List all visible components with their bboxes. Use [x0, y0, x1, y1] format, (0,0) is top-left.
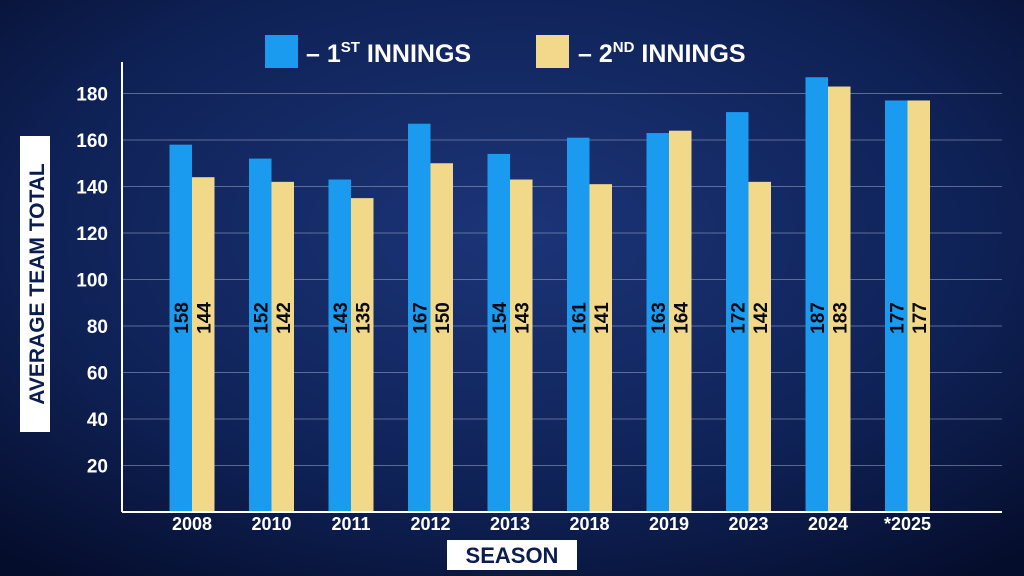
data-label: 143 [331, 302, 352, 334]
bar-second-innings [192, 177, 215, 512]
x-tick-label: 2008 [172, 514, 212, 534]
bar-second-innings [271, 181, 294, 512]
y-axis-title: AVERAGE TEAM TOTAL [26, 163, 49, 405]
y-tick-label: 20 [87, 457, 108, 478]
x-tick-label: 2024 [808, 514, 848, 534]
data-label: 167 [410, 302, 431, 334]
data-label: 143 [512, 302, 533, 334]
bar-second-innings [828, 86, 851, 513]
x-tick-label: 2019 [649, 514, 689, 534]
y-tick-label: 160 [76, 131, 108, 152]
bar-first-innings [726, 112, 749, 512]
bar-second-innings [907, 100, 930, 512]
legend: – 1ST INNINGS – 2ND INNINGS [265, 35, 746, 68]
data-label: 164 [671, 302, 692, 334]
data-label: 177 [910, 302, 931, 334]
bars [169, 77, 930, 513]
bar-first-innings [169, 144, 192, 512]
bar-first-innings [805, 77, 828, 512]
bar-first-innings [567, 137, 590, 513]
x-axis-title-box [447, 540, 577, 570]
bar-second-innings [669, 130, 692, 512]
bar-first-innings [646, 133, 669, 512]
bar-second-innings [510, 179, 533, 512]
bar-first-innings [885, 100, 908, 512]
legend-swatch [265, 35, 298, 68]
data-label: 142 [274, 302, 295, 334]
axes: 20 40 60 80 100 120 140 160 180 2008 2010 2011 2012 2… [20, 62, 1002, 570]
data-labels: 158 144 152 142 143 135 167 150 154 143 161 141 163 1… [172, 302, 931, 334]
bar-second-innings [430, 163, 453, 512]
bar-second-innings [748, 181, 771, 512]
bar-second-innings [589, 184, 612, 513]
bar-first-innings [408, 123, 431, 512]
data-label: 152 [251, 302, 272, 334]
data-label: 135 [353, 302, 374, 334]
data-label: 158 [172, 302, 193, 334]
y-tick-label: 40 [87, 410, 108, 431]
data-label: 172 [728, 302, 749, 334]
bar-first-innings [249, 158, 272, 512]
x-tick-label: 2011 [331, 514, 370, 534]
bar-first-innings [328, 179, 351, 512]
y-tick-label: 140 [76, 178, 108, 199]
data-label: 154 [490, 302, 511, 334]
legend-swatch [536, 35, 569, 68]
data-label: 150 [433, 302, 454, 334]
data-label: 161 [569, 302, 590, 334]
x-axis-title: SEASON [466, 543, 559, 568]
y-tick-label: 120 [76, 224, 108, 245]
x-tick-label: 2023 [728, 514, 768, 534]
x-tick-label: 2013 [490, 514, 530, 534]
x-tick-label: 2018 [569, 514, 609, 534]
data-label: 141 [592, 302, 613, 334]
legend-label: – 1ST INNINGS [306, 39, 471, 68]
bar-second-innings [351, 198, 374, 512]
data-label: 144 [194, 302, 215, 334]
y-tick-label: 180 [76, 85, 108, 106]
data-label: 163 [649, 302, 670, 334]
legend-label: – 2ND INNINGS [578, 39, 746, 68]
data-label: 142 [751, 302, 772, 334]
data-label: 183 [830, 302, 851, 334]
y-tick-label: 60 [87, 364, 108, 385]
x-tick-label: 2010 [251, 514, 291, 534]
x-tick-label: 2012 [410, 514, 450, 534]
x-tick-label: *2025 [884, 514, 931, 534]
data-label: 187 [808, 302, 829, 334]
y-axis-title-box [20, 136, 50, 432]
bar-first-innings [487, 153, 510, 512]
y-tick-label: 100 [76, 271, 108, 292]
y-tick-label: 80 [87, 317, 108, 338]
data-label: 177 [887, 302, 908, 334]
